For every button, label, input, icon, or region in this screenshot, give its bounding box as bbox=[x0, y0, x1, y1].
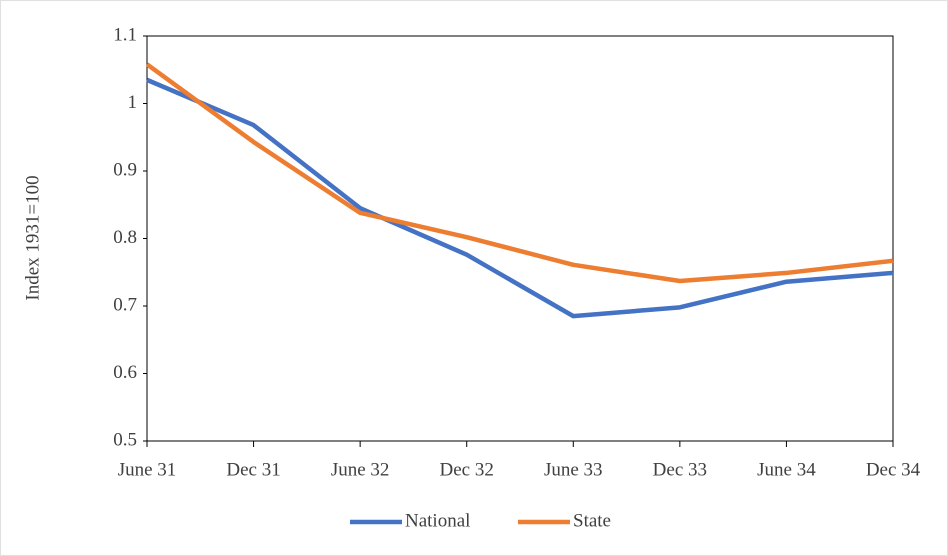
x-tick-label: Dec 34 bbox=[866, 459, 921, 480]
y-tick-label: 0.9 bbox=[113, 159, 137, 180]
y-axis-label: Index 1931=100 bbox=[22, 175, 43, 300]
x-tick-label: June 34 bbox=[757, 459, 816, 480]
y-tick-label: 0.8 bbox=[113, 227, 137, 248]
y-tick-label: 0.7 bbox=[113, 294, 137, 315]
x-tick-label: Dec 33 bbox=[653, 459, 707, 480]
x-tick-label: June 32 bbox=[331, 459, 390, 480]
x-tick-label: June 31 bbox=[118, 459, 177, 480]
y-tick-label: 1.1 bbox=[113, 24, 137, 45]
x-tick-label: Dec 32 bbox=[440, 459, 494, 480]
x-tick-label: Dec 31 bbox=[226, 459, 280, 480]
legend-label: State bbox=[573, 510, 611, 531]
y-tick-label: 0.6 bbox=[113, 362, 137, 383]
y-tick-label: 1 bbox=[128, 92, 138, 113]
legend-label: National bbox=[405, 510, 470, 531]
series-line bbox=[146, 77, 894, 319]
y-tick-label: 0.5 bbox=[113, 429, 137, 450]
x-tick-label: June 33 bbox=[544, 459, 603, 480]
series-line bbox=[145, 62, 894, 284]
